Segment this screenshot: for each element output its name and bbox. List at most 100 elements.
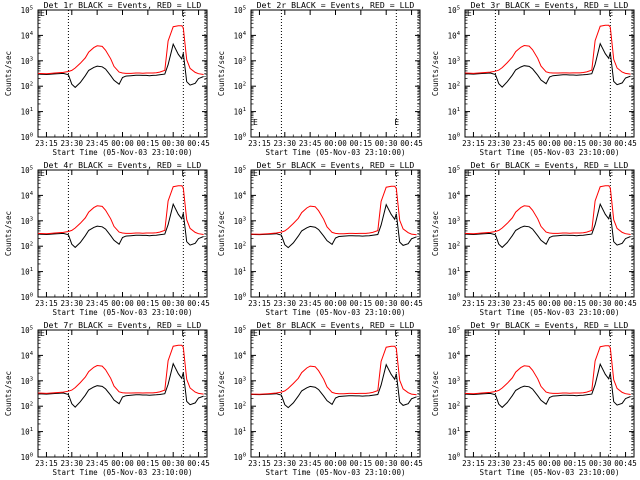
chart-2-y-tick-base: 10 <box>234 108 244 117</box>
chart-7-x-tick-label: 23:45 <box>86 459 109 468</box>
chart-3-y-tick-label: 105 <box>448 6 460 16</box>
chart-5-y-tick-label: 105 <box>234 166 246 176</box>
chart-9-y-tick-base: 10 <box>448 428 458 437</box>
chart-3-x-tick-label: 00:15 <box>564 139 587 148</box>
chart-2-x-tick-label: 23:30 <box>274 139 297 148</box>
chart-9-title: Det 9r BLACK = Events, RED = LLD <box>471 320 629 330</box>
chart-3-y-tick-base: 10 <box>448 6 458 15</box>
chart-6-x-tick-label: 23:45 <box>513 299 536 308</box>
chart-5-y-tick-exp: 3 <box>243 216 246 222</box>
chart-9-y-tick-exp: 2 <box>457 402 460 408</box>
chart-6-red-lld-series <box>465 185 631 235</box>
chart-2-x-tick-label: 00:00 <box>324 139 347 148</box>
chart-4-x-tick-label: 23:30 <box>61 299 84 308</box>
chart-8-y-tick-base: 10 <box>234 377 244 386</box>
chart-8-y-tick-base: 10 <box>234 428 244 437</box>
detector-chart-7: Det 7r BLACK = Events, RED = LLD10010110… <box>4 320 210 477</box>
chart-2-y-tick-label: 104 <box>234 31 247 41</box>
chart-2-y-tick-exp: 0 <box>243 133 246 139</box>
chart-9-y-tick-base: 10 <box>448 351 458 360</box>
chart-5-y-tick-label: 103 <box>234 216 246 226</box>
chart-7-y-tick-exp: 2 <box>30 402 33 408</box>
chart-7-y-tick-base: 10 <box>21 453 31 462</box>
chart-8-y-tick-base: 10 <box>234 453 244 462</box>
chart-3-y-axis-label: Counts/sec <box>431 51 440 96</box>
chart-8-x-tick-label: 00:00 <box>324 459 347 468</box>
chart-7-y-tick-label: 105 <box>21 326 33 336</box>
chart-5-y-tick-exp: 4 <box>243 191 247 197</box>
detector-chart-5: Det 5r BLACK = Events, RED = LLD10010110… <box>217 160 423 317</box>
chart-7-x-tick-label: 00:30 <box>162 459 185 468</box>
chart-5-x-tick-label: 00:45 <box>400 299 423 308</box>
chart-6-y-tick-label: 102 <box>448 242 460 252</box>
chart-5-y-tick-label: 104 <box>234 191 247 201</box>
chart-4-y-tick-exp: 5 <box>30 166 33 172</box>
chart-5-corner-mark-right: E <box>394 169 399 178</box>
chart-9-red-lld-series <box>465 345 631 395</box>
detector-chart-2: Det 2r BLACK = Events, RED = LLD10010110… <box>217 0 423 157</box>
chart-3-y-tick-label: 104 <box>448 31 461 41</box>
chart-4-y-tick-label: 102 <box>21 242 33 252</box>
chart-2-corner-mark-right: E <box>394 118 399 127</box>
chart-8-y-tick-base: 10 <box>234 402 244 411</box>
chart-1-x-tick-label: 00:45 <box>187 139 210 148</box>
chart-6-x-tick-label: 23:15 <box>462 299 485 308</box>
chart-9-y-tick-base: 10 <box>448 453 458 462</box>
chart-1-black-events-series <box>38 42 204 89</box>
chart-4-y-tick-label: 100 <box>21 293 33 303</box>
detector-chart-1: Det 1r BLACK = Events, RED = LLD10010110… <box>4 0 210 157</box>
chart-5-red-lld-series <box>251 185 417 236</box>
chart-4-x-tick-label: 00:00 <box>111 299 134 308</box>
chart-4-y-tick-label: 101 <box>21 267 33 277</box>
chart-9-x-tick-label: 23:30 <box>488 459 511 468</box>
chart-9-corner-mark-left: E <box>467 329 472 338</box>
chart-6-y-tick-exp: 5 <box>457 166 460 172</box>
chart-1-x-tick-label: 23:45 <box>86 139 109 148</box>
chart-4-y-tick-base: 10 <box>21 242 31 251</box>
chart-5-y-tick-label: 100 <box>234 293 246 303</box>
chart-9-black-events-series <box>465 362 631 409</box>
chart-6-y-tick-exp: 0 <box>457 293 460 299</box>
chart-9-y-tick-label: 103 <box>448 376 460 386</box>
chart-9-y-tick-base: 10 <box>448 326 458 335</box>
chart-4-y-tick-exp: 3 <box>30 216 33 222</box>
chart-6-y-tick-exp: 1 <box>457 267 460 273</box>
chart-1-y-tick-exp: 3 <box>30 56 33 62</box>
chart-3-y-tick-base: 10 <box>448 108 458 117</box>
chart-8-y-tick-exp: 2 <box>243 402 246 408</box>
chart-3-x-tick-label: 23:15 <box>462 139 485 148</box>
chart-2-y-tick-exp: 1 <box>243 107 246 113</box>
chart-2-corner-mark-left: E <box>253 118 258 127</box>
detector-chart-4: Det 4r BLACK = Events, RED = LLD10010110… <box>4 160 210 317</box>
chart-3-x-tick-label: 00:00 <box>538 139 561 148</box>
chart-6-y-tick-exp: 3 <box>457 216 460 222</box>
chart-5-y-tick-exp: 0 <box>243 293 246 299</box>
chart-7-y-tick-label: 101 <box>21 427 33 437</box>
chart-3-y-tick-label: 103 <box>448 56 460 66</box>
chart-8-y-tick-exp: 4 <box>243 351 247 357</box>
chart-7-y-tick-base: 10 <box>21 402 31 411</box>
chart-4-corner-mark-right: E <box>181 169 186 178</box>
chart-8-corner-mark-right: E <box>394 329 399 338</box>
chart-8-y-tick-label: 104 <box>234 351 247 361</box>
chart-6-corner-mark-right: E <box>608 169 613 178</box>
chart-2-y-tick-base: 10 <box>234 133 244 142</box>
chart-2-x-tick-label: 00:45 <box>400 139 423 148</box>
chart-5-x-tick-label: 00:30 <box>375 299 398 308</box>
chart-3-title: Det 3r BLACK = Events, RED = LLD <box>471 0 629 10</box>
chart-1-y-tick-label: 102 <box>21 82 33 92</box>
chart-1-x-tick-label: 23:30 <box>61 139 84 148</box>
chart-3-y-tick-label: 102 <box>448 82 460 92</box>
chart-1-corner-mark-right: E <box>181 9 186 18</box>
chart-3-y-tick-label: 101 <box>448 107 460 117</box>
chart-5-y-tick-base: 10 <box>234 166 244 175</box>
chart-8-y-tick-exp: 3 <box>243 376 246 382</box>
chart-4-black-events-series <box>38 202 204 249</box>
chart-5-black-events-series <box>251 203 417 249</box>
chart-3-red-lld-series <box>465 24 631 75</box>
chart-8-corner-mark-left: E <box>253 329 258 338</box>
chart-6-corner-mark-left: E <box>467 169 472 178</box>
chart-6-y-tick-base: 10 <box>448 191 458 200</box>
chart-6-x-tick-label: 00:45 <box>614 299 637 308</box>
chart-4-y-axis-label: Counts/sec <box>4 211 13 256</box>
